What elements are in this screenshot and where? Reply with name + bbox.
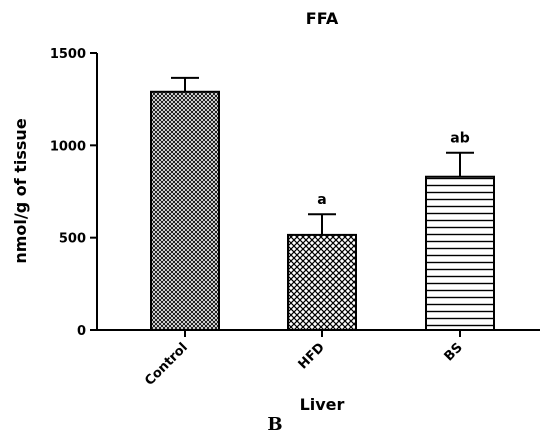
y-tick-label: 0 (77, 324, 86, 339)
y-axis-label: nmol/g of tissue (11, 118, 30, 264)
bar-bs (425, 175, 495, 331)
significance-label: ab (450, 131, 469, 147)
y-tick-label: 1000 (50, 139, 86, 154)
y-tick-label: 500 (59, 232, 86, 247)
bar-control (150, 90, 220, 331)
chart-title: FFA (306, 9, 339, 28)
panel-label: B (267, 414, 283, 435)
x-axis-label: Liver (300, 395, 345, 414)
x-tick-label: HFD (296, 340, 328, 372)
bar-hfd (287, 233, 357, 331)
x-tick-label: BS (442, 340, 466, 364)
x-tick-label: Control (142, 340, 191, 389)
y-tick-label: 1500 (50, 47, 86, 62)
significance-label: a (317, 192, 326, 208)
